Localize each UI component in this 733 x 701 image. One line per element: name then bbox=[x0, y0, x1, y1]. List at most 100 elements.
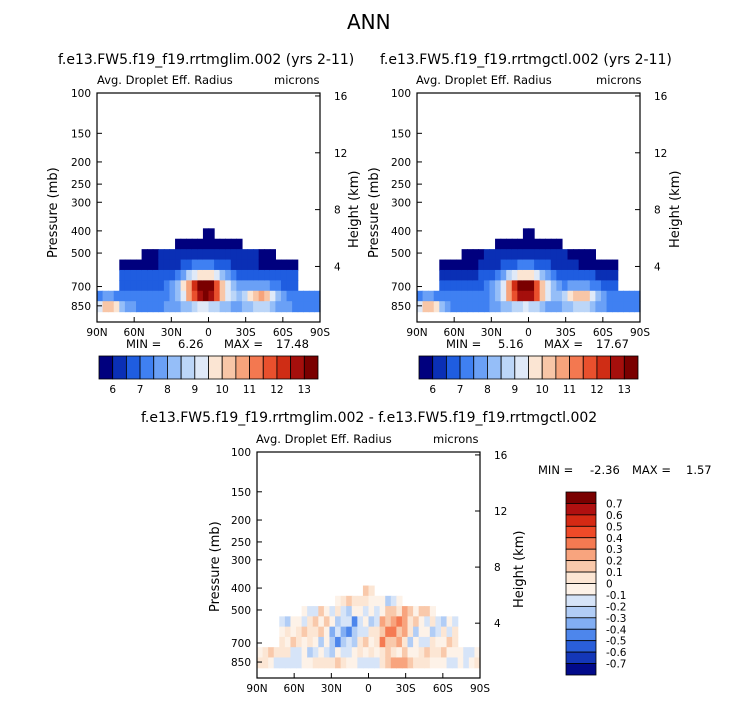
field-cell bbox=[158, 301, 165, 313]
x-tick-label: 90S bbox=[630, 327, 650, 339]
colorbar-swatch bbox=[459, 355, 475, 380]
field-cell bbox=[595, 301, 602, 313]
field-cell bbox=[141, 249, 148, 261]
field-cell bbox=[241, 269, 249, 281]
field-cell bbox=[197, 269, 204, 281]
field-cell bbox=[180, 249, 187, 261]
field-cell bbox=[329, 626, 336, 638]
field-cell bbox=[301, 606, 308, 617]
field-cell bbox=[97, 290, 104, 302]
field-cell bbox=[528, 259, 535, 271]
field-cell bbox=[202, 269, 210, 281]
field-cell bbox=[556, 269, 563, 281]
field-cell bbox=[292, 259, 299, 271]
panel1-max-value: 17.48 bbox=[276, 337, 309, 351]
field-cell bbox=[301, 647, 308, 659]
field-cell bbox=[273, 647, 280, 659]
field-cell bbox=[506, 269, 513, 281]
field-cell bbox=[346, 626, 353, 638]
field-cell bbox=[269, 301, 276, 313]
field-cell bbox=[452, 636, 459, 648]
field-cell bbox=[247, 269, 254, 281]
colorbar-swatch bbox=[565, 605, 597, 619]
field-cell bbox=[219, 259, 226, 271]
field-cell bbox=[444, 301, 452, 313]
colorbar-label: 10 bbox=[216, 384, 229, 396]
field-cell bbox=[351, 606, 358, 617]
field-cell bbox=[124, 259, 132, 271]
field-cell bbox=[511, 249, 518, 261]
field-cell bbox=[102, 290, 109, 302]
y-tick-label: 700 bbox=[231, 638, 251, 650]
field-cell bbox=[247, 301, 254, 313]
x-tick-label: 30N bbox=[481, 327, 502, 339]
field-cell bbox=[158, 249, 165, 261]
field-cell bbox=[214, 269, 221, 281]
field-cell bbox=[141, 269, 148, 281]
field-cell bbox=[435, 636, 442, 648]
field-cell bbox=[472, 290, 479, 302]
field-cell bbox=[428, 290, 435, 302]
field-cell bbox=[335, 657, 342, 669]
field-cell bbox=[292, 269, 299, 281]
field-cell bbox=[292, 280, 299, 292]
field-cell bbox=[483, 259, 491, 271]
field-cell bbox=[495, 259, 502, 271]
colorbar-swatch bbox=[221, 355, 237, 380]
field-cell bbox=[511, 280, 518, 292]
field-cell bbox=[483, 269, 491, 281]
x-tick-label: 60S bbox=[433, 683, 453, 695]
y-tick-label: 400 bbox=[71, 226, 91, 238]
field-cell bbox=[452, 626, 459, 638]
field-cell bbox=[461, 280, 468, 292]
field-cell bbox=[340, 626, 347, 638]
field-cell bbox=[186, 280, 193, 292]
field-cell bbox=[606, 290, 613, 302]
field-cell bbox=[169, 249, 176, 261]
field-cell bbox=[439, 269, 446, 281]
field-cell bbox=[606, 301, 613, 313]
colorbar-swatch bbox=[139, 355, 155, 380]
field-cell bbox=[230, 290, 237, 302]
y-tick-label: 400 bbox=[231, 583, 251, 595]
y2-tick-label: 4 bbox=[654, 261, 661, 273]
field-cell bbox=[241, 301, 249, 313]
field-cell bbox=[163, 249, 171, 261]
field-cell bbox=[169, 290, 176, 302]
field-cell bbox=[478, 301, 485, 313]
field-cell bbox=[175, 249, 182, 261]
field-cell bbox=[467, 301, 474, 313]
field-cell bbox=[141, 301, 148, 313]
field-cell bbox=[225, 249, 232, 261]
field-cell bbox=[517, 249, 524, 261]
field-cell bbox=[539, 301, 546, 313]
field-cell bbox=[258, 249, 265, 261]
field-cell bbox=[152, 249, 159, 261]
field-cell bbox=[108, 290, 115, 302]
field-cell bbox=[534, 249, 541, 261]
field-cell bbox=[208, 259, 215, 271]
field-cell bbox=[435, 657, 442, 669]
field-cell bbox=[413, 606, 420, 617]
panel3-title: f.e13.FW5.f19_f19.rrtmglim.002 - f.e13.F… bbox=[141, 410, 598, 426]
field-cell bbox=[340, 595, 347, 607]
field-cell bbox=[467, 259, 474, 271]
field-cell bbox=[435, 647, 442, 659]
field-cell bbox=[522, 259, 530, 271]
field-cell bbox=[284, 647, 292, 659]
field-cell bbox=[113, 290, 120, 302]
field-cell bbox=[589, 249, 596, 261]
colorbar-label: 12 bbox=[270, 384, 283, 396]
field-cell bbox=[539, 269, 546, 281]
field-cell bbox=[517, 269, 524, 281]
field-cell bbox=[578, 259, 585, 271]
field-cell bbox=[396, 626, 403, 638]
field-cell bbox=[429, 606, 436, 617]
field-cell bbox=[440, 647, 448, 659]
field-cell bbox=[284, 636, 292, 648]
field-cell bbox=[257, 657, 264, 669]
field-cell bbox=[329, 657, 336, 669]
field-cell bbox=[279, 647, 286, 659]
field-cell bbox=[357, 626, 364, 638]
field-cell bbox=[175, 290, 182, 302]
